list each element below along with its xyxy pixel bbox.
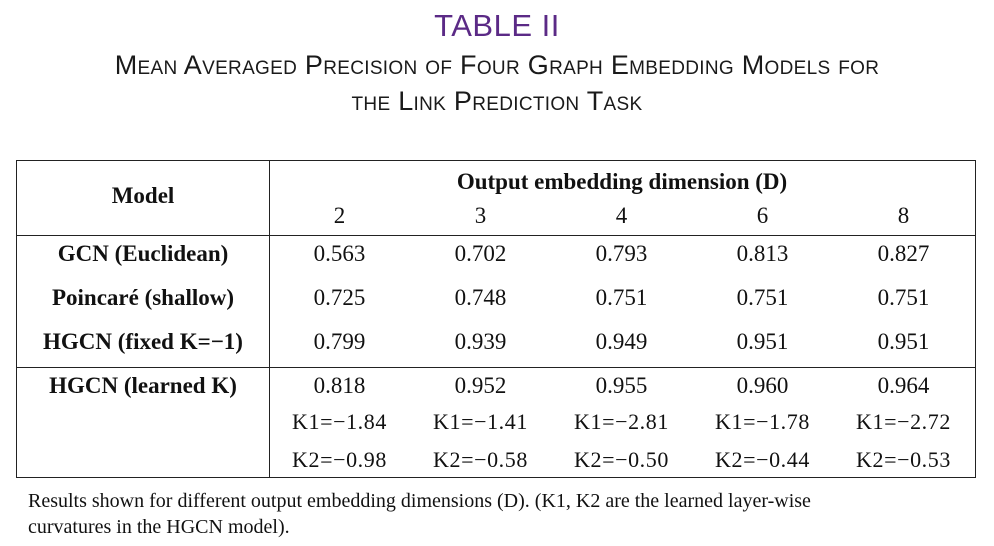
table-footnote-line-1: Results shown for different output embed… bbox=[28, 490, 811, 512]
curvature-k2: K2=−0.50 bbox=[573, 447, 669, 472]
table-cell: 0.813 bbox=[736, 241, 789, 266]
table-cell: 0.951 bbox=[877, 329, 930, 354]
curvature-k2: K2=−0.44 bbox=[714, 447, 810, 472]
curvature-k1: K1=−1.78 bbox=[714, 409, 810, 434]
curvature-k1: K1=−1.84 bbox=[291, 409, 387, 434]
table-cell: 0.939 bbox=[454, 329, 507, 354]
results-table: Model Output embedding dimension (D) 2 3… bbox=[16, 160, 976, 478]
column-divider bbox=[269, 161, 270, 477]
row-model-name: HGCN (fixed K=−1) bbox=[43, 329, 243, 354]
header-rule bbox=[17, 235, 975, 236]
curvature-k1: K1=−2.72 bbox=[855, 409, 951, 434]
table-cell: 0.949 bbox=[595, 329, 648, 354]
header-dim: 4 bbox=[615, 203, 628, 228]
row-model-name: GCN (Euclidean) bbox=[57, 241, 229, 266]
table-cell: 0.955 bbox=[595, 373, 648, 398]
table-cell: 0.702 bbox=[454, 241, 507, 266]
table-footnote-line-2: curvatures in the HGCN model). bbox=[28, 516, 290, 538]
table-number: TABLE II bbox=[434, 8, 560, 43]
header-dim: 2 bbox=[333, 203, 346, 228]
table-cell: 0.748 bbox=[454, 285, 507, 310]
curvature-k1: K1=−1.41 bbox=[432, 409, 528, 434]
row-model-name: Poincaré (shallow) bbox=[51, 285, 235, 310]
header-output-dimension: Output embedding dimension (D) bbox=[456, 169, 788, 194]
header-model: Model bbox=[111, 183, 175, 208]
table-cell: 0.751 bbox=[736, 285, 789, 310]
table-cell: 0.951 bbox=[736, 329, 789, 354]
table-cell: 0.751 bbox=[877, 285, 930, 310]
table-cell: 0.964 bbox=[877, 373, 930, 398]
table-cell: 0.751 bbox=[595, 285, 648, 310]
header-dim: 8 bbox=[897, 203, 910, 228]
table-caption-line-2: the Link Prediction Task bbox=[351, 86, 643, 116]
table-cell: 0.799 bbox=[313, 329, 366, 354]
curvature-k1: K1=−2.81 bbox=[573, 409, 669, 434]
table-cell: 0.952 bbox=[454, 373, 507, 398]
table-cell: 0.960 bbox=[736, 373, 789, 398]
curvature-k2: K2=−0.58 bbox=[432, 447, 528, 472]
table-cell: 0.563 bbox=[313, 241, 366, 266]
table-cell: 0.793 bbox=[595, 241, 648, 266]
table-caption-line-1: Mean Averaged Precision of Four Graph Em… bbox=[114, 50, 880, 80]
table-cell: 0.827 bbox=[877, 241, 930, 266]
learned-section-rule bbox=[17, 367, 975, 368]
table-cell: 0.725 bbox=[313, 285, 366, 310]
curvature-k2: K2=−0.53 bbox=[855, 447, 951, 472]
curvature-k2: K2=−0.98 bbox=[291, 447, 387, 472]
header-dim: 3 bbox=[474, 203, 487, 228]
table-cell: 0.818 bbox=[313, 373, 366, 398]
header-dim: 6 bbox=[756, 203, 769, 228]
row-model-name: HGCN (learned K) bbox=[49, 373, 237, 398]
